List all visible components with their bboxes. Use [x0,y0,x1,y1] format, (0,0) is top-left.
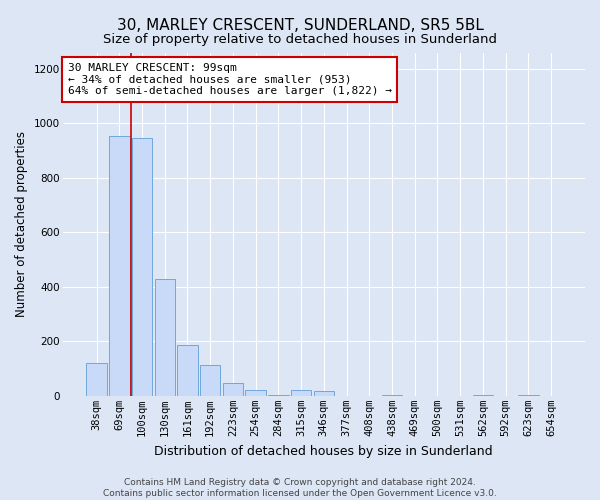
Text: Size of property relative to detached houses in Sunderland: Size of property relative to detached ho… [103,32,497,46]
Bar [291,390,311,396]
Bar [473,394,493,396]
Bar [155,278,175,396]
Text: Contains HM Land Registry data © Crown copyright and database right 2024.
Contai: Contains HM Land Registry data © Crown c… [103,478,497,498]
Text: 30, MARLEY CRESCENT, SUNDERLAND, SR5 5BL: 30, MARLEY CRESCENT, SUNDERLAND, SR5 5BL [116,18,484,32]
Bar [314,391,334,396]
X-axis label: Distribution of detached houses by size in Sunderland: Distribution of detached houses by size … [154,444,493,458]
Text: 30 MARLEY CRESCENT: 99sqm
← 34% of detached houses are smaller (953)
64% of semi: 30 MARLEY CRESCENT: 99sqm ← 34% of detac… [68,63,392,96]
Bar [245,390,266,396]
Y-axis label: Number of detached properties: Number of detached properties [15,131,28,317]
Bar [86,363,107,396]
Bar [518,394,539,396]
Bar [109,136,130,396]
Bar [200,364,220,396]
Bar [268,394,289,396]
Bar [132,138,152,396]
Bar [382,394,402,396]
Bar [177,346,197,396]
Bar [223,383,243,396]
